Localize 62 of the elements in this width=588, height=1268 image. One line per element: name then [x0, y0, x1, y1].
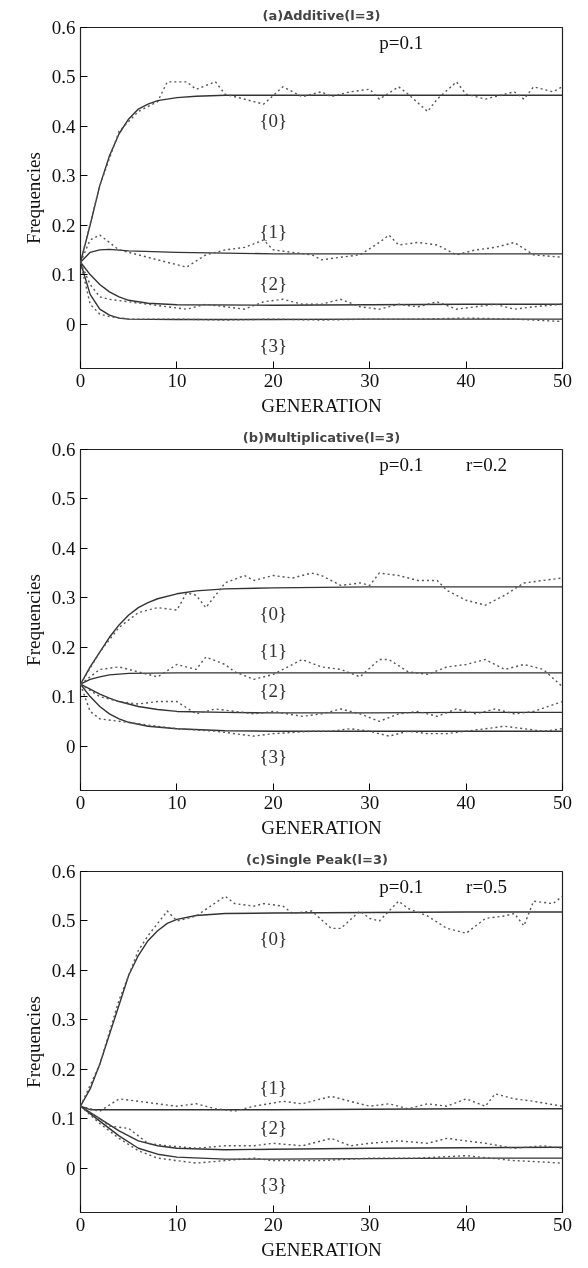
y-tick-label: 0.4 [51, 115, 76, 137]
series-label: {2} [259, 1116, 288, 1138]
chart-title: (b)Multiplicative(l=3) [242, 429, 401, 445]
y-axis-title: Frequencies [22, 996, 44, 1088]
series-label: {1} [259, 1077, 288, 1099]
x-tick-label: 40 [456, 791, 476, 813]
y-tick-label: 0.6 [51, 861, 76, 882]
y-tick-label: 0.1 [51, 1108, 76, 1130]
y-axis-title: Frequencies [22, 152, 44, 244]
y-tick-label: 0 [66, 1157, 76, 1179]
x-tick-label: 40 [456, 1213, 476, 1235]
y-tick-label: 0 [66, 735, 76, 757]
x-axis-title: GENERATION [261, 394, 382, 416]
x-tick-label: 10 [167, 369, 187, 391]
y-tick-label: 0.1 [51, 686, 76, 708]
series-label: {2} [259, 272, 288, 294]
chart-title: (a)Additive(l=3) [262, 7, 381, 23]
series-label: {0} [259, 928, 288, 950]
annotation: r=0.5 [466, 876, 507, 898]
y-tick-label: 0.3 [51, 1009, 76, 1031]
y-tick-label: 0.3 [51, 165, 76, 187]
x-tick-label: 20 [263, 791, 283, 813]
x-tick-label: 50 [553, 1213, 572, 1235]
x-tick-label: 30 [360, 791, 380, 813]
x-tick-label: 50 [553, 369, 572, 391]
chart-title: (c)Single Peak(l=3) [246, 851, 388, 867]
x-axis-title: GENERATION [261, 816, 382, 838]
x-axis-title: GENERATION [261, 1238, 382, 1260]
y-tick-label: 0.6 [51, 439, 76, 460]
y-tick-label: 0 [66, 313, 76, 335]
y-tick-label: 0.6 [51, 17, 76, 38]
series-label: {1} [259, 221, 288, 243]
series-label: {3} [259, 1174, 288, 1196]
series-label: {0} [259, 602, 288, 624]
x-tick-label: 20 [263, 1213, 283, 1235]
y-tick-label: 0.2 [51, 636, 76, 658]
annotation: p=0.1 [379, 876, 424, 898]
y-axis-title: Frequencies [22, 574, 44, 666]
annotation: r=0.2 [466, 454, 507, 476]
x-tick-label: 30 [360, 369, 380, 391]
y-tick-label: 0.1 [51, 264, 76, 286]
annotation: p=0.1 [379, 454, 424, 476]
x-tick-label: 30 [360, 1213, 380, 1235]
y-tick-label: 0.5 [51, 910, 76, 932]
series-label: {3} [259, 746, 288, 768]
series-label: {2} [259, 680, 288, 702]
y-tick-label: 0.2 [51, 1058, 76, 1080]
x-tick-label: 10 [167, 1213, 187, 1235]
y-tick-label: 0.3 [51, 587, 76, 609]
series-label: {0} [259, 110, 288, 132]
x-tick-label: 40 [456, 369, 476, 391]
y-tick-label: 0.5 [51, 488, 76, 510]
x-tick-label: 10 [167, 791, 187, 813]
y-tick-label: 0.5 [51, 66, 76, 88]
y-tick-label: 0.4 [51, 959, 76, 981]
y-tick-label: 0.4 [51, 537, 76, 559]
series-label: {1} [259, 640, 288, 662]
x-tick-label: 20 [263, 369, 283, 391]
y-tick-label: 0.2 [51, 214, 76, 236]
series-label: {3} [259, 334, 288, 356]
annotation: p=0.1 [379, 32, 424, 54]
x-tick-label: 50 [553, 791, 572, 813]
